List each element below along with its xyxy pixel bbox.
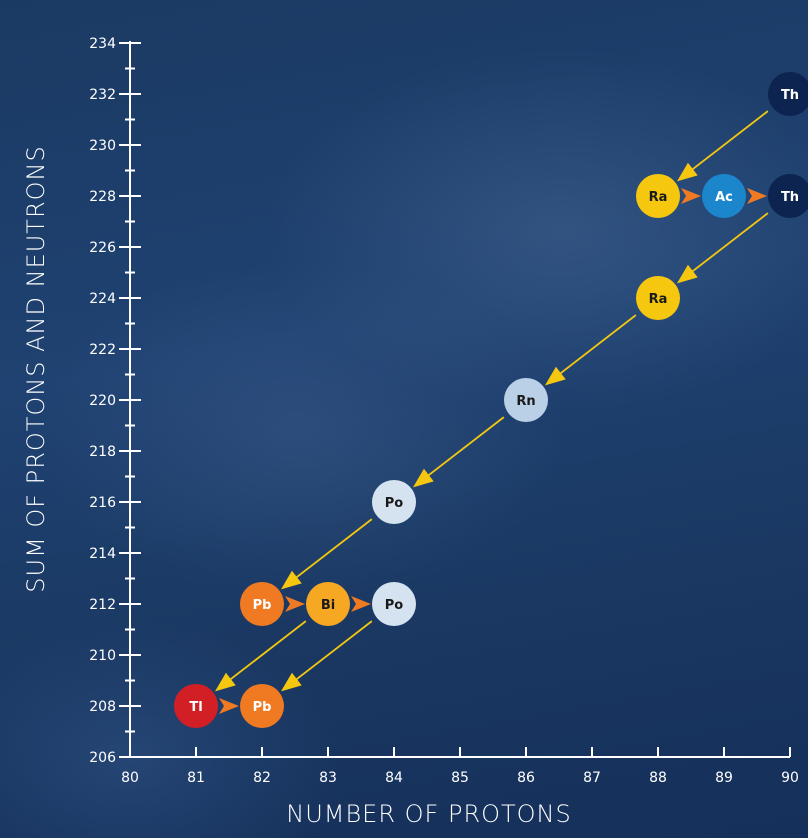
alpha-decay-arrow-shaft [288,620,373,686]
y-tick-label: 228 [89,189,116,205]
isotope-label: Th [781,190,799,205]
alpha-decay-arrow-shaft [288,518,373,584]
x-tick-label: 82 [253,770,271,786]
isotope-node: Bi [306,582,350,626]
y-tick-label: 208 [89,699,116,715]
alpha-decay-arrowhead [280,570,302,590]
y-tick-label: 218 [89,444,116,460]
alpha-decay-arrow-shaft [222,620,307,686]
alpha-decay-arrowhead [412,468,434,488]
isotope-marker [636,276,680,320]
x-tick-label: 87 [583,770,601,786]
isotope-nodes: Th Ra Ac Th Ra Rn Po Pb Bi Po Tl Pb [174,72,808,728]
isotope-label: Rn [516,394,535,409]
isotope-label: Bi [321,598,335,613]
isotope-label: Pb [253,598,272,613]
x-tick-label: 85 [451,770,469,786]
decay-arrows [214,110,769,714]
x-tick-label: 90 [781,770,799,786]
isotope-label: Ac [715,190,733,205]
x-tick-label: 80 [121,770,139,786]
isotope-label: Pb [253,700,272,715]
isotope-node: Pb [240,684,284,728]
isotope-label: Po [385,598,404,613]
y-tick-label: 230 [89,138,116,154]
y-tick-label: 234 [89,36,116,52]
beta-decay-arrow [747,188,767,204]
x-tick-label: 86 [517,770,535,786]
alpha-decay-arrowhead [544,366,566,386]
isotope-marker [768,174,808,218]
isotope-node: Th [768,174,808,218]
isotope-marker [240,582,284,626]
isotope-marker [372,582,416,626]
beta-decay-arrow [351,596,371,612]
isotope-node: Ac [702,174,746,218]
alpha-decay-arrow-shaft [552,314,637,380]
isotope-label: Po [385,496,404,511]
isotope-node: Tl [174,684,218,728]
isotope-label: Th [781,88,799,103]
isotope-marker [768,72,808,116]
y-tick-label: 214 [89,546,116,562]
y-tick-label: 224 [89,291,116,307]
isotope-node: Po [372,582,416,626]
isotope-node: Pb [240,582,284,626]
x-tick-label: 84 [385,770,403,786]
isotope-marker [372,480,416,524]
beta-decay-arrow [681,188,701,204]
y-tick-label: 212 [89,597,116,613]
y-tick-label: 222 [89,342,116,358]
isotope-label: Tl [189,700,202,715]
isotope-node: Rn [504,378,548,422]
y-tick-label: 210 [89,648,116,664]
alpha-decay-arrowhead [676,264,698,284]
alpha-decay-arrow-shaft [420,416,505,482]
y-tick-label: 226 [89,240,116,256]
isotope-label: Ra [649,292,668,307]
x-tick-label: 89 [715,770,733,786]
isotope-node: Ra [636,174,680,218]
isotope-marker [504,378,548,422]
alpha-decay-arrow-shaft [684,212,769,278]
isotope-node: Ra [636,276,680,320]
x-tick-label: 81 [187,770,205,786]
axes: 206 208 210 212 214 216 218 220 222 224 226 228 230 2… [89,36,799,786]
isotope-marker [174,684,218,728]
y-axis-title: SUM OF PROTONS AND NEUTRONS [22,145,50,593]
y-tick-label: 232 [89,87,116,103]
isotope-node: Po [372,480,416,524]
alpha-decay-arrow-shaft [684,110,769,176]
alpha-decay-arrowhead [280,672,302,692]
isotope-marker [240,684,284,728]
isotope-marker [306,582,350,626]
beta-decay-arrow [219,698,239,714]
x-tick-label: 83 [319,770,337,786]
y-tick-label: 220 [89,393,116,409]
beta-decay-arrow [285,596,305,612]
x-tick-label: 88 [649,770,667,786]
isotope-marker [702,174,746,218]
alpha-decay-arrowhead [214,672,236,692]
isotope-marker [636,174,680,218]
y-tick-label: 216 [89,495,116,511]
isotope-label: Ra [649,190,668,205]
alpha-decay-arrowhead [676,162,698,182]
y-tick-label: 206 [89,750,116,766]
isotope-node: Th [768,72,808,116]
x-axis-title: NUMBER OF PROTONS [286,800,572,828]
